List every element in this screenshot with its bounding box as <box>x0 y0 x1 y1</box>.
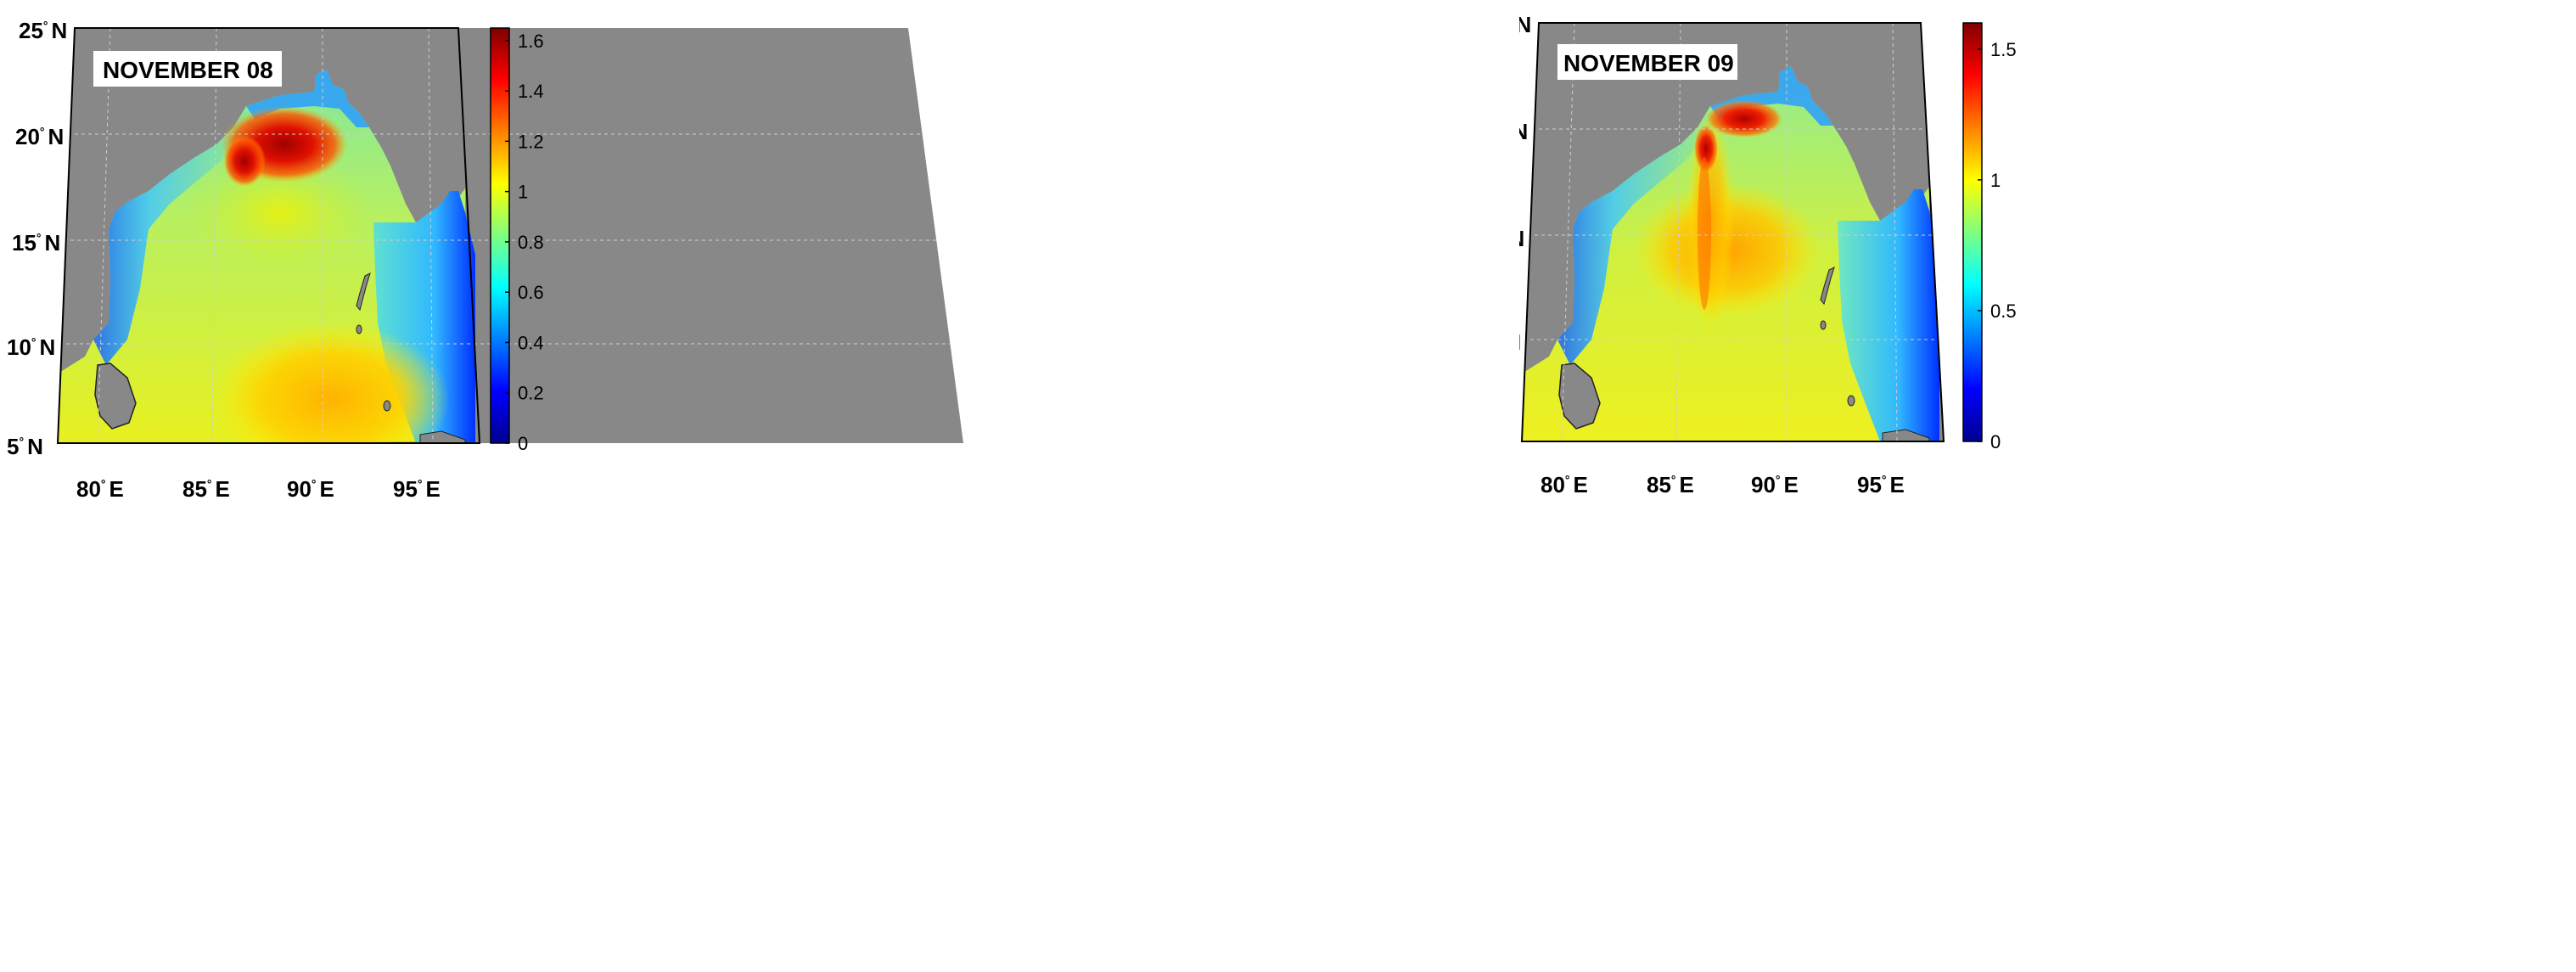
lat-label-15: 15°N <box>12 230 60 256</box>
lon-label-90: 90° E <box>1751 472 1799 497</box>
warm-south-region <box>212 323 450 443</box>
lon-label-85: 85° E <box>182 476 230 502</box>
colorbar-tick-label: 0.4 <box>518 332 544 353</box>
colorbar-tick-label: 0 <box>518 433 528 454</box>
lon-label-90: 90° E <box>287 476 334 502</box>
lon-label-95: 95° E <box>1857 472 1905 497</box>
map-frame <box>1520 22 1945 442</box>
colorbar <box>490 27 510 444</box>
panel-title: NOVEMBER 08 <box>103 57 273 83</box>
great-nicobar-island <box>383 400 391 412</box>
map-area <box>58 28 963 443</box>
lat-label-20: 20°N <box>15 124 64 149</box>
lat-label-5: 5° N <box>7 434 43 459</box>
colorbar-tick-label: 1 <box>518 182 528 203</box>
colorbar-ticks: 1.5 1 0.5 0 <box>1978 39 2017 452</box>
colorbar-tick-label: 0.5 <box>1990 301 2017 322</box>
map-figure: 25°N 20°N 15°N 10°N 5°N 80°E 85°E 90°E 9… <box>7 18 963 502</box>
map-figure: 25°N 20°N 15°N 10°N 5°N 80°E 85°E 90°E 9… <box>1519 12 2017 497</box>
hot-spot-west <box>223 136 266 187</box>
lon-label-80: 80° E <box>76 476 124 502</box>
hot-streak <box>1698 157 1711 310</box>
colorbar-tick-label: 0.2 <box>518 383 544 404</box>
lon-label-95: 95° E <box>393 476 441 502</box>
colorbar-tick-label: 0 <box>1990 431 2001 452</box>
hot-spot-west <box>1694 125 1718 172</box>
sri-lanka-land <box>94 362 137 430</box>
andaman-sea-strip <box>1838 189 1939 441</box>
lat-label-10: 10°N <box>7 334 55 360</box>
west-coastal-band <box>93 106 255 365</box>
map-area <box>1522 23 1944 441</box>
panel-title: NOVEMBER 09 <box>1563 50 1734 76</box>
north-coastal-band <box>246 70 369 127</box>
hot-spot-main <box>1706 100 1782 138</box>
colorbar-tick-label: 0.8 <box>518 232 544 253</box>
colorbar-ticks: 1.6 1.4 1.2 1 0.8 0.6 0.4 0.2 0 <box>505 31 544 454</box>
colorbar-tick-label: 1 <box>1990 170 2001 191</box>
west-coastal-band <box>1557 106 1719 365</box>
lat-label-25: 25°N <box>1519 12 1531 37</box>
colorbar-tick-label: 0.6 <box>518 282 544 303</box>
colorbar-tick-label: 1.2 <box>518 131 544 152</box>
colorbar-tick-label: 1.4 <box>518 81 544 102</box>
great-nicobar-island <box>1847 395 1855 407</box>
north-coastal-band <box>1710 66 1833 126</box>
colorbar <box>1962 22 1983 442</box>
map-panel-november-09: 25°N 20°N 15°N 10°N 5°N 80°E 85°E 90°E 9… <box>1519 0 2576 972</box>
lat-label-20: 20°N <box>1519 119 1528 144</box>
lon-label-80: 80° E <box>1541 472 1588 497</box>
title-box <box>93 51 282 87</box>
lat-label-25: 25°N <box>19 18 67 43</box>
car-nicobar-island <box>356 324 362 334</box>
map-frame <box>56 27 481 444</box>
map-panel-november-08: 25° N 20° N 15° N 10° N 5° N 80° E 85° E 90° E 9… <box>0 0 1273 972</box>
title-box <box>1557 44 1737 80</box>
lat-label-10: 10°N <box>1519 329 1521 355</box>
andaman-islands <box>356 272 371 312</box>
lon-label-85: 85° E <box>1647 472 1694 497</box>
car-nicobar-island <box>1820 320 1827 330</box>
colorbar-tick-label: 1.6 <box>518 31 544 52</box>
andaman-islands <box>1820 267 1835 306</box>
sri-lanka-land <box>1558 362 1601 430</box>
graticule <box>1524 23 1939 441</box>
sumatra-land <box>1882 429 1930 441</box>
colorbar-tick-label: 1.5 <box>1990 39 2017 60</box>
lat-label-15: 15°N <box>1519 226 1524 251</box>
